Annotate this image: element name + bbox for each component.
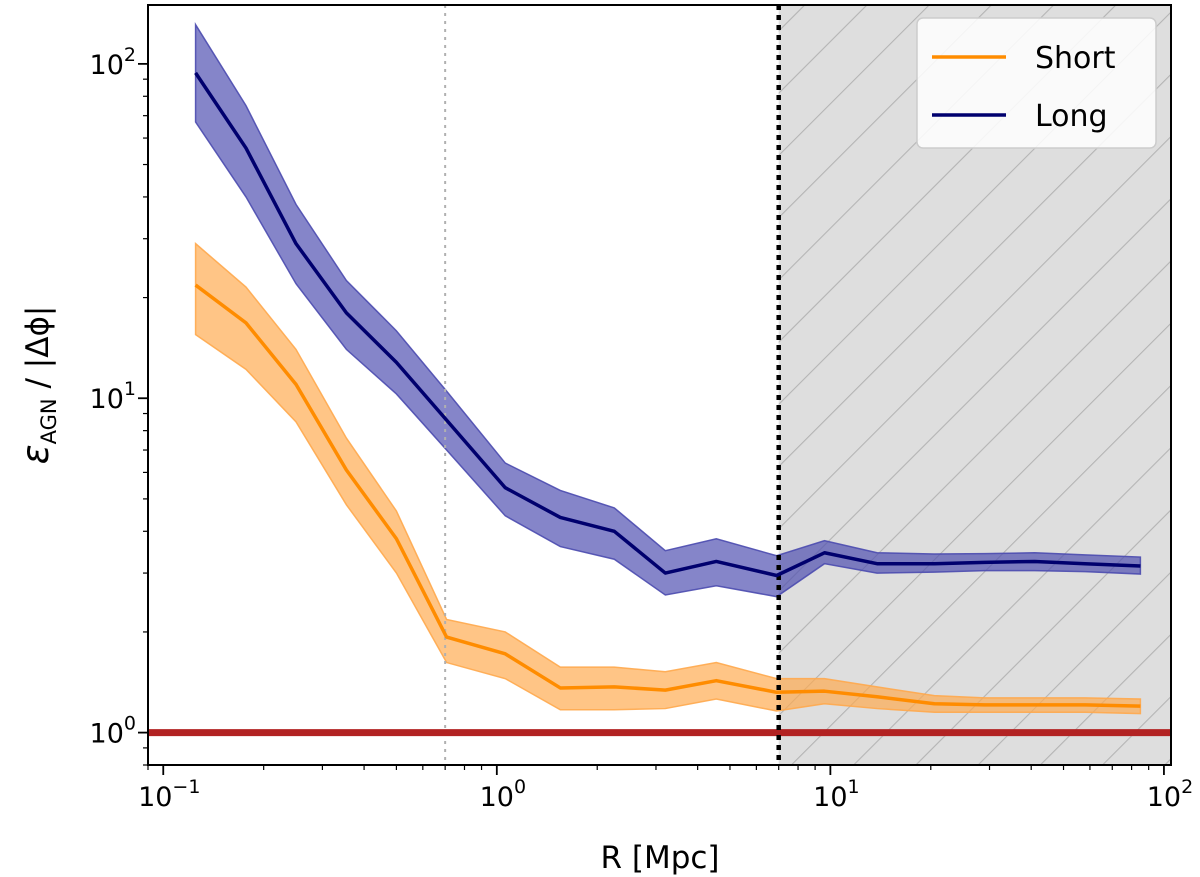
tick-exponent: 2: [124, 44, 136, 66]
series-line-long: [194, 71, 1141, 578]
tick-exponent: 1: [124, 378, 136, 400]
legend-label-long: Long: [1035, 99, 1108, 134]
band-long: [194, 22, 1142, 598]
tick-base: 10: [90, 384, 124, 415]
series-line-short: [194, 283, 1141, 708]
y-tick-label: 100: [90, 713, 136, 750]
y-tick-label: 101: [90, 378, 136, 415]
tick-base: 10: [90, 719, 124, 750]
x-tick-label: 101: [813, 776, 859, 813]
tick-base: 10: [90, 50, 124, 81]
x-tick-label: 102: [1147, 776, 1193, 813]
y-label-subscript: AGN: [37, 398, 61, 444]
band-short: [194, 241, 1142, 715]
tick-exponent: −1: [172, 776, 200, 798]
x-axis-label: R [Mpc]: [600, 840, 719, 876]
x-tick-label: 100: [480, 776, 526, 813]
tick-exponent: 0: [514, 776, 526, 798]
legend: Short Long: [916, 17, 1157, 149]
y-label-base: ε: [14, 444, 57, 464]
tick-base: 10: [1147, 782, 1181, 813]
plot-frame: [147, 4, 1172, 766]
tick-exponent: 1: [848, 776, 860, 798]
legend-label-short: Short: [1035, 41, 1116, 76]
x-tick-label: 10−1: [138, 776, 200, 813]
tick-base: 10: [813, 782, 847, 813]
tick-exponent: 2: [1181, 776, 1193, 798]
y-axis-label: εAGN / |Δϕ|: [14, 306, 61, 465]
tick-exponent: 0: [124, 713, 136, 735]
y-tick-label: 102: [90, 44, 136, 81]
tick-base: 10: [138, 782, 172, 813]
tick-base: 10: [480, 782, 514, 813]
y-label-rest: / |Δϕ|: [20, 306, 56, 399]
